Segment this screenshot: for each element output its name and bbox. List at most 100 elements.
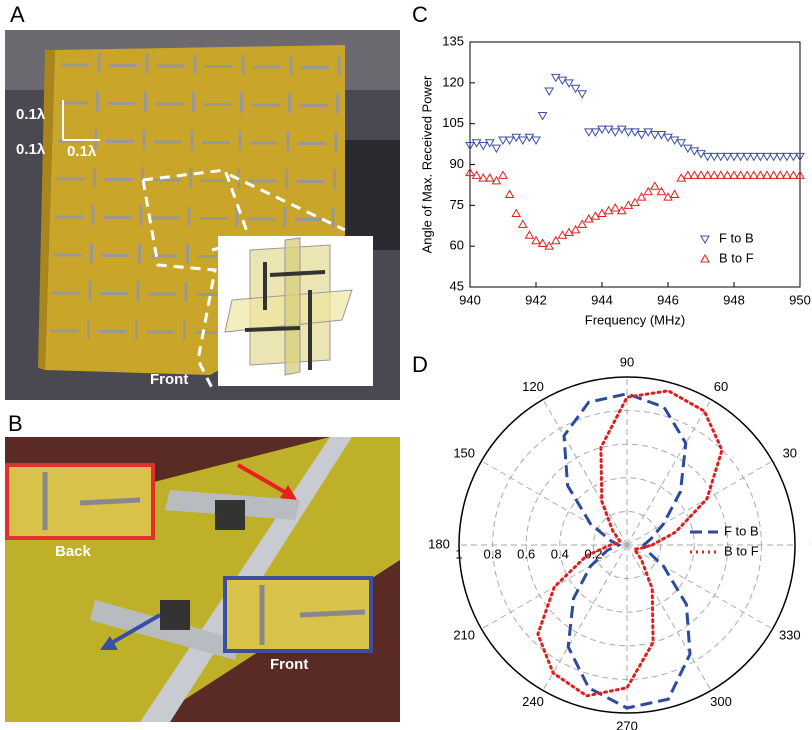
panel-label: B [8,411,23,436]
data-point [729,152,739,162]
inset-dipole [79,497,141,506]
data-point [755,170,766,179]
legend-label: B to F [719,250,754,265]
data-point [649,181,660,190]
data-point [682,170,693,179]
data-point [557,76,568,86]
component [160,600,190,630]
x-tick-label: 950 [789,292,811,307]
series-line [536,389,724,698]
data-point [498,170,508,179]
theta-tick-label: 300 [710,694,732,709]
legend-label: F to B [719,230,754,245]
data-point [775,152,786,162]
data-point [702,152,713,162]
data-point [478,173,489,182]
inset-plane [284,237,301,376]
theta-tick-label: 210 [453,627,475,642]
data-point [504,136,515,146]
data-point [564,227,574,237]
data-point [689,147,700,156]
data-point [762,152,772,162]
data-point [682,144,693,154]
r-tick-label: 0.8 [484,546,502,561]
photo-label: Front [270,656,308,673]
data-point [788,152,799,162]
data-point [696,170,706,179]
data-point [531,235,541,245]
data-point [610,203,621,212]
series-line [562,392,692,710]
x-tick-label: 946 [657,292,679,307]
theta-tick-label: 90 [620,354,634,369]
y-tick-label: 120 [442,74,464,89]
data-point [524,230,535,239]
data-point [603,205,614,215]
data-point [557,230,568,239]
data-point [709,152,720,162]
data-point [630,128,640,137]
theta-grid-line [626,544,712,691]
x-tick-label: 940 [459,292,481,307]
y-tick-label: 60 [450,238,464,253]
y-tick-label: 105 [442,115,464,130]
data-point [663,133,673,143]
inset-dipole [269,270,326,277]
data-point [748,152,759,162]
data-point [531,136,541,146]
charts: 45 60 75 90 105 120 135 940 942 944 946 948 950 Frequ… [419,33,812,730]
data-point [755,152,766,162]
theta-tick-label: 60 [714,379,728,394]
arrow [237,463,291,497]
theta-grid-line [481,460,628,546]
data-point [775,170,786,179]
dimension-label: 0.1λ [67,143,97,160]
zoom-line [141,179,217,389]
data-point [544,87,555,97]
panel-label: A [10,2,25,27]
data-point [577,90,588,99]
data-point [491,175,502,185]
theta-grid-line [626,544,773,630]
legend-marker [700,235,710,245]
r-tick-label: 0.6 [517,546,535,561]
theta-grid-line [626,399,712,546]
r-grid-circle [458,376,796,714]
theta-grid-line [626,460,773,546]
data-point [616,125,627,135]
data-point [788,170,799,179]
data-point [715,170,726,179]
data-point [570,84,581,94]
data-point [742,170,753,179]
theta-tick-label: 240 [522,694,544,709]
y-tick-label: 45 [450,278,464,293]
y-tick-label: 90 [450,156,464,171]
theta-tick-label: 150 [453,445,475,460]
photo-a: 0.1λ 0.1λ 0.1λ Front [5,30,400,400]
data-point [465,141,475,151]
data-point [511,208,522,217]
data-point [676,139,687,148]
legend-label: B to F [724,543,759,558]
data-point [702,170,713,179]
data-point [583,213,594,223]
data-point [715,152,726,162]
theta-tick-label: 270 [616,718,638,730]
data-point [590,128,601,137]
data-point [768,170,779,179]
antenna-board-edge [38,50,55,370]
data-point [550,235,561,245]
data-point [630,197,640,207]
panel-label: C [412,2,428,27]
data-point [498,136,508,146]
data-point [748,170,759,179]
data-point [643,128,654,137]
data-point [590,211,601,220]
r-tick-label: 0.4 [551,546,569,561]
data-point [643,186,654,196]
data-point [564,79,574,88]
data-point [656,131,667,140]
data-point [471,139,482,148]
arrow-head [100,636,118,650]
legend-label: F to B [724,523,759,538]
